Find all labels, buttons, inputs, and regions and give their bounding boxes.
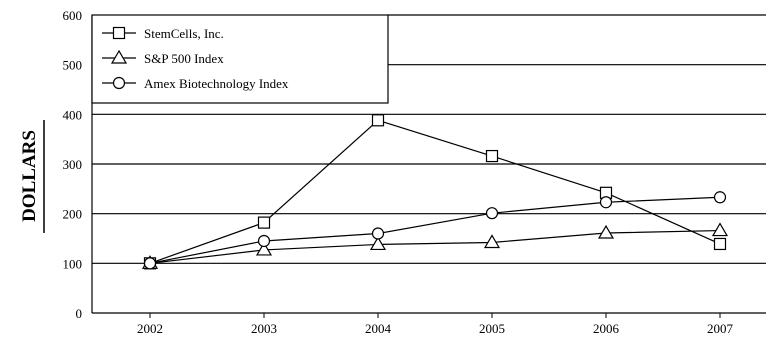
x-tick-label-2007: 2007 — [707, 321, 734, 336]
circle-series-line — [149, 196, 721, 264]
square-series-point-2005 — [485, 149, 499, 163]
legend: StemCells, Inc. S&P 500 Index Amex Biotech… — [91, 14, 389, 104]
y-tick-label-300: 300 — [63, 157, 83, 172]
legend-marker-circle-series — [112, 76, 126, 90]
triangle-series-point-2006 — [597, 224, 615, 239]
circle-series-point-2003 — [257, 234, 271, 248]
y-axis-label: DOLLARS — [19, 130, 40, 222]
x-tick-label-2002: 2002 — [137, 321, 163, 336]
y-tick-label-200: 200 — [63, 207, 83, 222]
y-tick-label-100: 100 — [63, 256, 83, 271]
circle-series-point-2007 — [713, 191, 727, 204]
y-tick-label-500: 500 — [63, 58, 83, 73]
triangle-series-point-2005 — [483, 234, 501, 249]
circle-series-point-2006 — [599, 196, 613, 209]
legend-box — [91, 14, 389, 104]
y-tick-labels: 0 100 200 300 400 500 600 — [63, 8, 83, 321]
legend-label-square-series: StemCells, Inc. — [144, 26, 224, 41]
x-tick-label-2005: 2005 — [479, 321, 505, 336]
legend-label-triangle-series: S&P 500 Index — [144, 51, 224, 66]
y-tick-label-400: 400 — [63, 107, 83, 122]
square-series-point-2003 — [257, 216, 271, 229]
circle-series-point-2002 — [143, 257, 157, 270]
square-series-point-2004 — [371, 114, 385, 127]
legend-marker-triangle-series — [110, 49, 128, 64]
x-tick-label-2006: 2006 — [593, 321, 620, 336]
x-tick-label-2003: 2003 — [251, 321, 277, 336]
triangle-series-point-2007 — [711, 222, 729, 237]
x-tick-labels: 2002 2003 2004 2005 2006 2007 — [137, 313, 734, 336]
triangle-series-point-2003 — [255, 241, 273, 256]
circle-series-point-2004 — [371, 227, 385, 240]
circle-series-point-2005 — [485, 207, 499, 220]
triangle-series-line — [149, 229, 721, 264]
y-tick-label-600: 600 — [63, 8, 83, 23]
y-tick-label-0: 0 — [76, 306, 83, 321]
square-series-line — [149, 119, 721, 264]
triangle-series-point-2004 — [369, 236, 387, 251]
x-tick-label-2004: 2004 — [365, 321, 392, 336]
legend-marker-square-series — [112, 26, 126, 40]
legend-label-circle-series: Amex Biotechnology Index — [144, 76, 289, 91]
square-series-point-2007 — [713, 237, 727, 251]
series-group — [141, 114, 729, 270]
